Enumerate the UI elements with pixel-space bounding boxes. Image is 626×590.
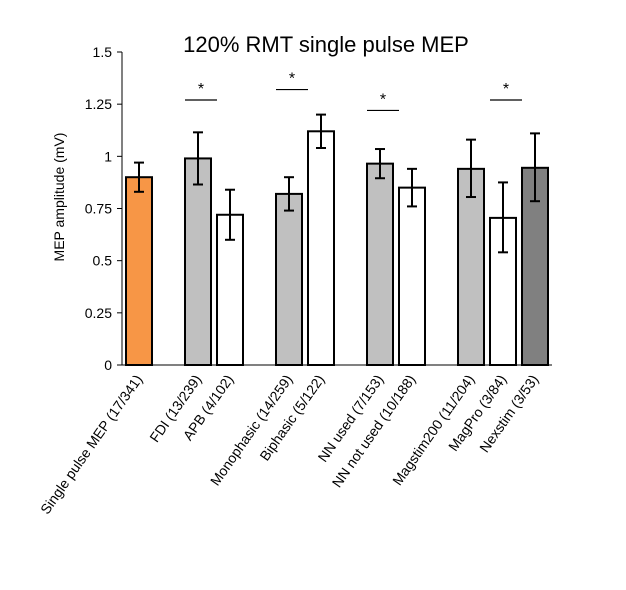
y-tick-label: 0	[104, 357, 112, 373]
bar	[398, 186, 426, 366]
bar	[366, 162, 394, 366]
category-labels: Single pulse MEP (17/341) FDI (13/239)APB…	[37, 372, 541, 517]
significance-star: *	[380, 91, 386, 108]
significance-markers: * * * *	[185, 71, 522, 112]
bars	[125, 113, 549, 366]
y-tick-label: 1.25	[85, 96, 112, 112]
bar	[184, 157, 212, 366]
y-tick-label: 1	[104, 148, 112, 164]
y-axis-label: MEP amplitude (mV)	[51, 133, 67, 262]
bar	[457, 167, 485, 366]
significance-star: *	[289, 71, 295, 88]
y-tick-label: 1.5	[93, 44, 113, 60]
bar	[125, 176, 153, 366]
category-label: Single pulse MEP (17/341)	[37, 372, 145, 517]
y-axis: 0 0.25 0.5 0.75 1 1.25 1.5	[85, 44, 123, 373]
chart-title: 120% RMT single pulse MEP	[183, 32, 469, 57]
bar	[307, 130, 335, 366]
y-tick-label: 0.75	[85, 201, 112, 217]
y-tick-label: 0.25	[85, 305, 112, 321]
significance-star: *	[503, 81, 509, 98]
y-tick-label: 0.5	[93, 253, 113, 269]
bar	[275, 192, 303, 366]
significance-star: *	[198, 81, 204, 98]
